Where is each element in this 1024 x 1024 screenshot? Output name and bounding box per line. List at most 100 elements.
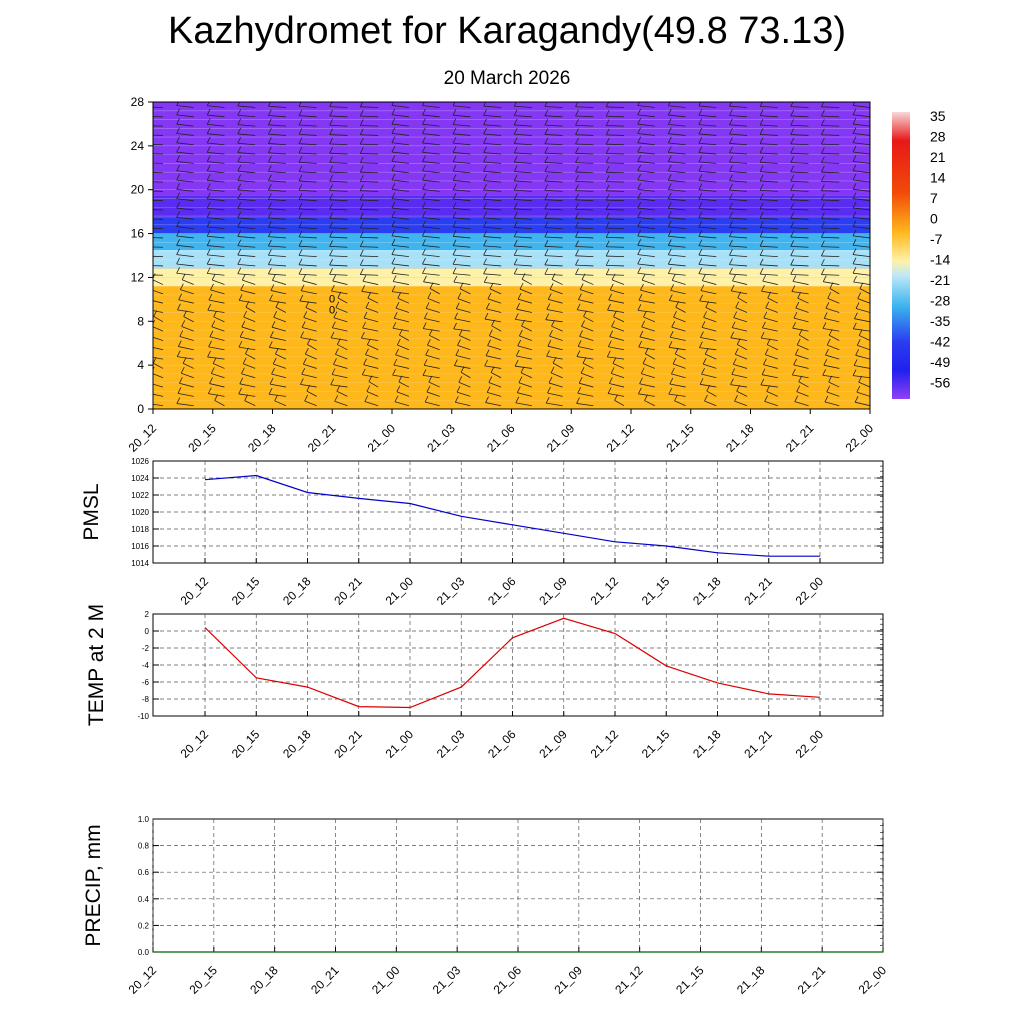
- wind-barb-flag: [239, 377, 244, 385]
- wind-barb: [153, 162, 164, 164]
- wind-barb: [729, 264, 748, 267]
- wind-barb-flag: [544, 212, 549, 219]
- wind-barb-flag: [857, 292, 862, 299]
- wind-barb: [729, 124, 748, 127]
- wind-barb: [790, 180, 809, 183]
- wind-barb: [761, 290, 778, 295]
- wind-barb: [675, 353, 686, 360]
- wind-barb: [698, 217, 717, 220]
- wind-barb: [237, 245, 256, 248]
- wind-barb: [641, 279, 655, 285]
- wind-barb-flag: [211, 320, 216, 327]
- wind-barb-flag: [238, 340, 243, 348]
- wind-barb-flag: [824, 395, 829, 403]
- wind-barb-flag: [241, 320, 246, 328]
- wind-barb-flag: [177, 340, 182, 347]
- wind-barb-flag: [237, 183, 242, 191]
- wind-barb-flag: [391, 145, 396, 153]
- wind-barb-flag: [544, 174, 549, 182]
- wind-barb: [329, 134, 348, 136]
- wind-barb: [732, 280, 748, 285]
- wind-barb: [858, 335, 870, 341]
- wind-barb: [790, 106, 809, 108]
- wind-barb: [422, 133, 440, 136]
- wind-barb-flag: [729, 258, 733, 265]
- wind-barb-flag: [761, 368, 766, 375]
- wind-barb-flag: [544, 184, 549, 191]
- wind-barb: [153, 300, 164, 304]
- wind-barb-flag: [422, 257, 426, 265]
- wind-barb: [452, 142, 471, 146]
- wind-barb: [391, 151, 409, 155]
- colorbar-label: -56: [930, 375, 950, 391]
- wind-barb-flag: [453, 275, 458, 283]
- wind-barb: [668, 207, 686, 211]
- wind-barb: [268, 115, 286, 118]
- wind-barb-flag: [605, 184, 610, 191]
- wind-barb: [360, 255, 379, 257]
- wind-barb-flag: [362, 321, 366, 329]
- wind-barb-flag: [146, 397, 149, 403]
- wind-barb: [518, 382, 532, 388]
- wind-barb: [360, 134, 379, 136]
- wind-barb: [514, 236, 532, 239]
- wind-barb: [575, 246, 594, 248]
- wind-barb-flag: [852, 173, 857, 181]
- wind-barb-flag: [760, 378, 765, 386]
- wind-barb-flag: [237, 267, 242, 274]
- wind-barb-flag: [578, 377, 583, 384]
- wind-barb-flag: [329, 174, 333, 182]
- wind-barb: [329, 218, 348, 220]
- wind-barb-flag: [698, 127, 703, 135]
- wind-barb-flag: [821, 156, 825, 163]
- wind-barb: [270, 290, 287, 295]
- wind-barb: [544, 143, 563, 146]
- wind-barb: [798, 381, 809, 388]
- pmsl-ylabel: PMSL: [80, 483, 103, 540]
- wind-barb-flag: [575, 102, 579, 107]
- wind-barb-flag: [698, 137, 703, 144]
- wind-barb-flag: [359, 147, 364, 154]
- wind-barb: [453, 281, 471, 285]
- wind-barb-flag: [483, 118, 487, 125]
- wind-barb: [641, 373, 655, 379]
- wind-barb: [270, 336, 287, 341]
- wind-barb: [637, 151, 655, 155]
- wind-barb-flag: [673, 310, 677, 318]
- wind-barb: [392, 327, 409, 332]
- wind-barb-flag: [790, 268, 795, 275]
- wind-barb-flag: [605, 119, 610, 126]
- wind-barb-flag: [729, 202, 733, 209]
- wind-barb-flag: [391, 239, 396, 246]
- wind-barb-flag: [395, 301, 400, 309]
- wind-barb: [706, 390, 717, 397]
- pmsl-ytick-label: 1016: [131, 542, 149, 551]
- wind-barb: [300, 384, 317, 388]
- precip-ytick-label: 0.0: [138, 948, 150, 957]
- wind-barb-flag: [637, 192, 642, 199]
- wind-barb: [828, 381, 840, 388]
- wind-barb-flag: [698, 192, 703, 200]
- wind-barb: [544, 152, 563, 155]
- wind-barb-flag: [457, 292, 462, 299]
- wind-barb: [821, 190, 840, 192]
- wind-barb-flag: [605, 203, 610, 210]
- wind-barb: [457, 298, 471, 304]
- wind-barb-flag: [148, 340, 151, 346]
- wind-barb: [483, 254, 502, 257]
- wind-barb: [575, 199, 594, 202]
- wind-barb-flag: [852, 322, 857, 329]
- wind-barb-flag: [609, 330, 614, 337]
- wind-barb: [452, 170, 471, 174]
- wind-barb: [544, 124, 563, 127]
- wind-barb: [237, 263, 256, 267]
- wind-barb-flag: [393, 358, 398, 366]
- wind-barb: [852, 207, 870, 211]
- precip-ytick-label: 0.8: [138, 842, 150, 851]
- wind-barb: [483, 236, 502, 239]
- wind-barb: [668, 235, 686, 239]
- wind-barb-flag: [605, 175, 610, 182]
- wind-barb: [698, 170, 717, 174]
- wind-barb-flag: [667, 258, 672, 265]
- wind-barb: [668, 123, 686, 127]
